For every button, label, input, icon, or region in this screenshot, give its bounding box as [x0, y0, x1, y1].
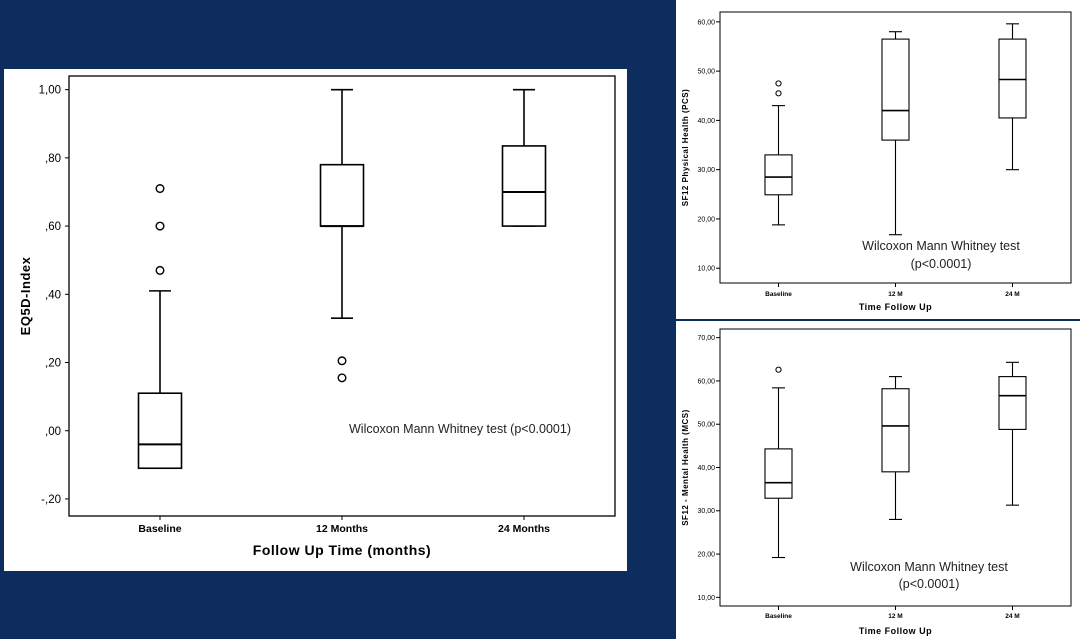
y-tick-label: 70,00: [697, 335, 715, 342]
test-annotation: Wilcoxon Mann Whitney test (p<0.0001): [349, 422, 571, 436]
pcs-boxplot: 10,00 20,00 30,00 40,00 50,00 60,00 Baseline 12…: [681, 11, 1072, 312]
x-axis-label: Time Follow Up: [859, 302, 932, 312]
outlier-point: [155, 221, 165, 231]
box-iqr: [764, 154, 793, 196]
outlier-point: [775, 80, 782, 87]
y-tick-label: 60,00: [697, 378, 715, 385]
box-iqr: [998, 376, 1027, 430]
outlier-point: [775, 366, 782, 373]
y-tick-label: ,80: [45, 153, 61, 165]
x-axis-label: Time Follow Up: [859, 626, 932, 636]
x-tick-label: Baseline: [138, 523, 181, 535]
y-tick-label: 10,00: [697, 595, 715, 602]
x-axis-label: Follow Up Time (months): [253, 542, 431, 558]
y-tick-label: 30,00: [697, 167, 715, 174]
test-annotation: Wilcoxon Mann Whitney test: [862, 239, 1020, 253]
x-tick-label: 24 M: [1005, 291, 1019, 298]
test-annotation: Wilcoxon Mann Whitney test: [850, 560, 1008, 574]
y-tick-label: 60,00: [697, 19, 715, 26]
box-iqr: [881, 38, 910, 141]
box-iqr: [501, 145, 547, 227]
outlier-point: [337, 373, 347, 383]
y-tick-label: 1,00: [39, 85, 61, 97]
box-iqr: [137, 392, 183, 470]
x-tick-label: 12 M: [888, 291, 902, 298]
y-tick-label: 50,00: [697, 422, 715, 429]
y-tick-label: 40,00: [697, 465, 715, 472]
x-tick-label: 12 M: [888, 613, 902, 620]
mcs-boxplot: 10,00 20,00 30,00 40,00 50,00 60,00 70,00 Basel…: [681, 328, 1072, 636]
y-tick-label: 30,00: [697, 508, 715, 515]
x-tick-label: Baseline: [765, 613, 792, 620]
box-iqr: [881, 388, 910, 473]
y-tick-label: ,00: [45, 426, 61, 438]
y-tick-label: 20,00: [697, 216, 715, 223]
x-tick-label: 12 Months: [316, 523, 368, 535]
y-axis-label: EQ5D-Index: [18, 256, 33, 335]
box-iqr: [998, 38, 1027, 119]
y-tick-label: ,60: [45, 221, 61, 233]
box-iqr: [319, 163, 365, 227]
outlier-point: [775, 90, 782, 97]
outlier-point: [155, 184, 165, 194]
y-tick-label: ,20: [45, 358, 61, 370]
outlier-point: [337, 356, 347, 366]
y-tick-label: 10,00: [697, 266, 715, 273]
eq5d-chart-panel: -,20 ,00 ,20 ,40 ,60 ,80 1,00 Baseline 12 Months…: [4, 69, 627, 571]
y-tick-label: -,20: [41, 494, 61, 506]
box-iqr: [764, 448, 793, 499]
eq5d-boxplot: -,20 ,00 ,20 ,40 ,60 ,80 1,00 Baseline 12 Months…: [18, 75, 616, 558]
y-tick-label: 50,00: [697, 69, 715, 76]
outlier-point: [155, 265, 165, 275]
x-tick-label: 24 Months: [498, 523, 550, 535]
test-annotation: (p<0.0001): [899, 577, 960, 591]
pcs-chart-panel: 10,00 20,00 30,00 40,00 50,00 60,00 Baseline 12…: [676, 0, 1080, 319]
y-axis-label: SF12 - Mental Health (MCS): [681, 409, 690, 526]
y-tick-label: ,40: [45, 289, 61, 301]
x-tick-label: 24 M: [1005, 613, 1019, 620]
x-tick-label: Baseline: [765, 291, 792, 298]
y-axis-label: SF12 Physical Health (PCS): [681, 89, 690, 206]
test-annotation: (p<0.0001): [911, 257, 972, 271]
y-tick-label: 40,00: [697, 118, 715, 125]
y-tick-label: 20,00: [697, 552, 715, 559]
mcs-chart-panel: 10,00 20,00 30,00 40,00 50,00 60,00 70,00 Basel…: [676, 321, 1080, 639]
